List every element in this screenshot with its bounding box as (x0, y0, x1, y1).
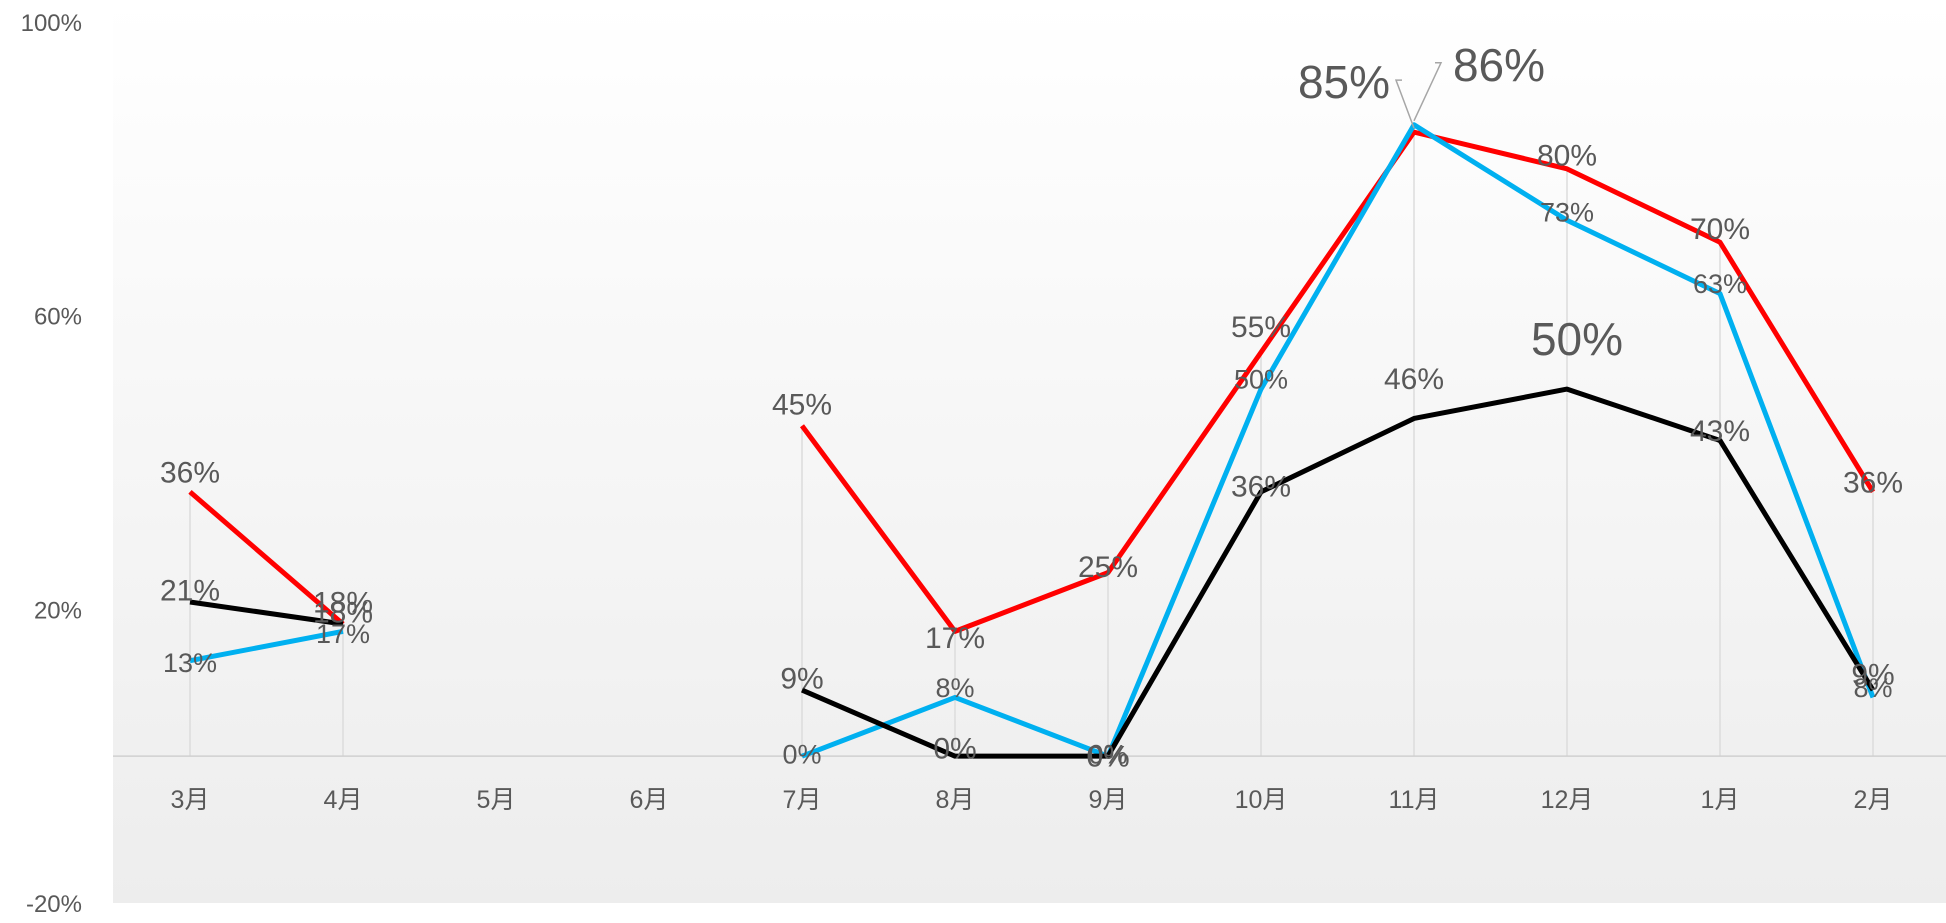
data-label-series-3: 36% (1231, 470, 1291, 503)
x-tick-label: 3月 (171, 786, 210, 814)
data-label-series-2: 8% (935, 673, 974, 703)
series-line-3 (189, 599, 344, 627)
data-label-series-2: 86% (1453, 39, 1545, 91)
series-line-3 (801, 386, 1876, 759)
data-label-series-1: 25% (1078, 551, 1138, 584)
data-label-series-3: 0% (1086, 741, 1129, 774)
data-label-series-3: 43% (1690, 415, 1750, 448)
data-label-series-3: 18% (313, 597, 373, 630)
data-label-series-2: 63% (1693, 269, 1747, 299)
data-label-series-2: 73% (1540, 198, 1594, 228)
series-line-2 (801, 122, 1876, 759)
data-label-series-1: 55% (1231, 311, 1291, 344)
label-leader-line (1394, 79, 1415, 129)
data-label-series-2: 17% (316, 619, 370, 649)
x-tick-label: 6月 (630, 786, 669, 814)
x-tick-label: 9月 (1089, 786, 1128, 814)
data-label-series-1: 80% (1537, 139, 1597, 172)
y-tick-label: -20% (26, 891, 82, 918)
data-label-series-3: 0% (933, 733, 976, 766)
data-label-series-3: 46% (1384, 363, 1444, 396)
series-line-1 (799, 129, 1876, 634)
series-line-1 (188, 489, 345, 626)
data-label-series-2: 13% (163, 648, 217, 678)
series-line-2 (189, 628, 344, 664)
x-tick-label: 5月 (477, 786, 516, 814)
data-label-series-3: 9% (780, 663, 823, 696)
x-tick-label: 10月 (1235, 786, 1288, 814)
data-label-series-1: 17% (925, 622, 985, 655)
y-tick-label: 60% (34, 304, 82, 331)
data-label-series-3: 9% (1851, 659, 1894, 692)
data-label-series-2: 0% (782, 740, 821, 770)
data-label-series-1: 36% (1843, 466, 1903, 499)
data-label-series-2: 8% (1853, 673, 1892, 703)
data-label-series-1: 36% (160, 456, 220, 489)
x-tick-label: 12月 (1541, 786, 1594, 814)
plot-background (113, 0, 1946, 903)
data-label-series-1: 85% (1298, 56, 1390, 108)
data-label-series-3: 50% (1531, 313, 1623, 365)
label-leader-line (1413, 62, 1443, 122)
x-tick-label: 11月 (1389, 786, 1440, 814)
x-tick-label: 4月 (324, 786, 363, 814)
data-label-series-1: 70% (1690, 213, 1750, 246)
x-tick-label: 1月 (1701, 786, 1740, 814)
y-tick-label: 100% (21, 10, 82, 37)
data-label-series-1: 45% (772, 388, 832, 421)
y-tick-label: 20% (34, 597, 82, 624)
data-label-series-3: 21% (160, 574, 220, 607)
x-tick-label: 7月 (783, 786, 822, 814)
x-tick-label: 8月 (936, 786, 975, 814)
x-tick-label: 2月 (1854, 786, 1893, 814)
data-label-series-1: 18% (313, 587, 373, 620)
data-label-series-2: 50% (1234, 365, 1288, 395)
data-label-series-2: 0% (1088, 740, 1127, 770)
